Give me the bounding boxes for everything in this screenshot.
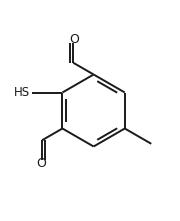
Text: O: O xyxy=(69,32,79,46)
Text: HS: HS xyxy=(14,86,30,99)
Text: O: O xyxy=(36,157,46,170)
